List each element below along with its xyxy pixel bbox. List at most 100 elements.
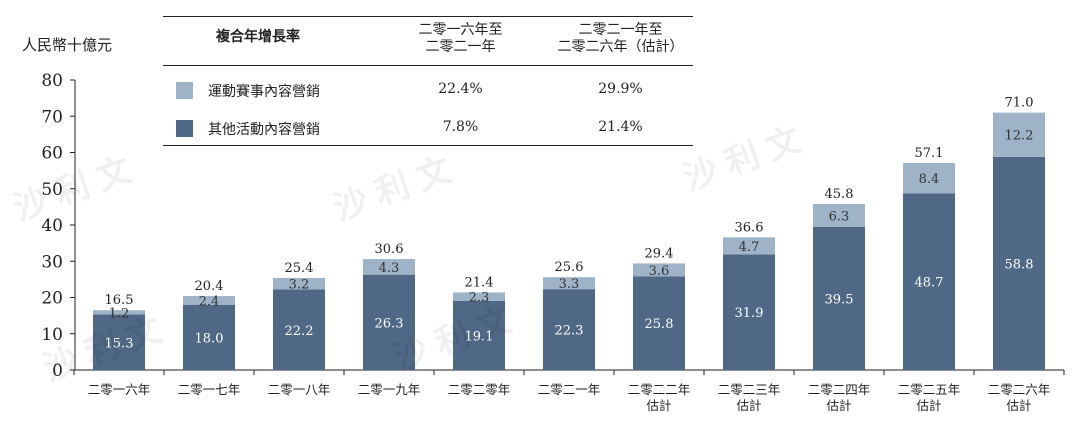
bar-value-label: 18.0 (195, 331, 224, 346)
legend-name-sports: 運動賽事內容營銷 (208, 84, 320, 100)
y-tick-label: 50 (41, 180, 63, 200)
bar-total-label: 29.4 (645, 246, 674, 261)
bar-sports-events (723, 237, 775, 255)
bar-value-label: 4.3 (379, 261, 400, 276)
bar-value-label: 25.8 (645, 317, 674, 332)
x-tick-label: 二零二六年 (988, 382, 1051, 397)
bar-sports-events (183, 296, 235, 305)
bar-value-label: 19.1 (465, 329, 494, 344)
bar-sports-events (633, 263, 685, 277)
bar-sports-events (993, 112, 1045, 157)
table-rule-top (163, 16, 693, 17)
bar-value-label: 2.3 (469, 291, 490, 306)
bar-other-activities (273, 289, 325, 370)
bar-value-label: 22.2 (285, 324, 314, 339)
x-tick-label: 估計 (826, 398, 851, 413)
x-tick-label: 估計 (736, 398, 761, 413)
bar-other-activities (183, 304, 235, 370)
bar-sports-events (813, 203, 865, 227)
x-tick-label: 二零二一年 (538, 382, 601, 397)
y-tick-label: 0 (52, 361, 63, 381)
bar-total-label: 25.4 (285, 261, 314, 276)
bar-total-label: 45.8 (825, 187, 854, 202)
x-tick-label: 二零二三年 (718, 382, 781, 397)
bar-other-activities (633, 276, 685, 370)
table-rule-bottom (163, 145, 693, 146)
bar-total-label: 36.6 (735, 220, 764, 235)
legend-title: 複合年增長率 (216, 29, 300, 45)
bar-other-activities (363, 274, 415, 370)
x-tick-label: 估計 (1006, 398, 1031, 413)
legend-period-2: 二零二一年至 二零二六年（估計） (557, 22, 684, 55)
y-tick-label: 70 (41, 107, 63, 127)
bar-sports-events (363, 259, 415, 275)
bar-other-activities (93, 314, 145, 370)
bar-sports-events (903, 163, 955, 194)
x-tick-label: 二零二二年 (628, 382, 691, 397)
legend-row-other: 其他活動內容營銷 7.8% 21.4% (163, 114, 693, 144)
cagr-legend-table: 複合年增長率 二零一六年至 二零二一年 二零二一年至 二零二六年（估計） 運動賽… (163, 16, 693, 147)
bar-value-label: 48.7 (915, 276, 944, 291)
x-tick-label: 二零二五年 (898, 382, 961, 397)
y-tick-label: 10 (41, 325, 63, 345)
legend-value-sports-1: 22.4% (438, 81, 483, 97)
bar-value-label: 8.4 (919, 172, 940, 187)
bar-other-activities (453, 300, 505, 370)
bar-total-label: 20.4 (195, 279, 224, 294)
bar-other-activities (543, 289, 595, 370)
bar-value-label: 39.5 (825, 292, 854, 307)
bar-total-label: 30.6 (375, 242, 404, 257)
bar-total-label: 16.5 (105, 293, 134, 308)
y-tick-label: 60 (41, 144, 63, 164)
x-tick-label: 二零一七年 (178, 382, 241, 397)
legend-row-sports: 運動賽事內容營銷 22.4% 29.9% (163, 76, 693, 106)
bar-total-label: 21.4 (465, 275, 494, 290)
legend-value-sports-2: 29.9% (598, 81, 643, 97)
bar-value-label: 3.2 (289, 278, 310, 293)
x-tick-label: 二零二零年 (448, 382, 511, 397)
bar-value-label: 6.3 (829, 209, 850, 224)
bar-value-label: 15.3 (105, 336, 134, 351)
bar-value-label: 31.9 (735, 306, 764, 321)
bar-value-label: 58.8 (1005, 257, 1034, 272)
legend-swatch-sports (176, 82, 193, 99)
x-tick-label: 估計 (646, 398, 671, 413)
bar-other-activities (993, 156, 1045, 370)
legend-period-1: 二零一六年至 二零二一年 (418, 22, 503, 55)
bar-other-activities (903, 193, 955, 370)
bar-value-label: 22.3 (555, 324, 584, 339)
y-tick-label: 20 (41, 289, 63, 309)
bar-value-label: 3.6 (649, 264, 670, 279)
y-tick-label: 80 (41, 71, 63, 91)
bar-total-label: 25.6 (555, 260, 584, 275)
x-tick-label: 估計 (916, 398, 941, 413)
x-tick-label: 二零一九年 (358, 382, 421, 397)
y-tick-label: 40 (41, 216, 63, 236)
bar-value-label: 1.2 (109, 306, 130, 321)
bar-sports-events (543, 277, 595, 290)
x-tick-label: 二零一六年 (88, 382, 151, 397)
legend-swatch-other (176, 120, 193, 137)
bar-sports-events (453, 292, 505, 301)
bar-sports-events (273, 277, 325, 290)
bar-total-label: 71.0 (1005, 96, 1034, 111)
table-rule-mid (163, 65, 693, 66)
x-tick-label: 二零二四年 (808, 382, 871, 397)
bar-value-label: 2.4 (199, 294, 220, 309)
bar-value-label: 3.3 (559, 277, 580, 292)
labels: 15.3 1.216.5 18.0 2.420.4 22.2 3.2 25.4 26.3 4.3… (105, 96, 1034, 352)
bar-other-activities (813, 226, 865, 370)
bar-value-label: 26.3 (375, 316, 404, 331)
y-tick-label: 30 (41, 252, 63, 272)
legend-value-other-2: 21.4% (598, 119, 643, 135)
bar-value-label: 12.2 (1005, 129, 1034, 144)
bars (93, 112, 1045, 370)
y-unit-label: 人民幣十億元 (22, 36, 112, 54)
bar-sports-events (93, 310, 145, 315)
legend-value-other-1: 7.8% (442, 119, 479, 135)
axes: 0 10 20 30 40 50 60 70 80 二零一六年 二零一七年 二零一八年 二零一九年 二零二… (41, 71, 1065, 413)
bar-value-label: 4.7 (739, 240, 760, 255)
bar-other-activities (723, 254, 775, 370)
bar-total-label: 57.1 (915, 146, 944, 161)
